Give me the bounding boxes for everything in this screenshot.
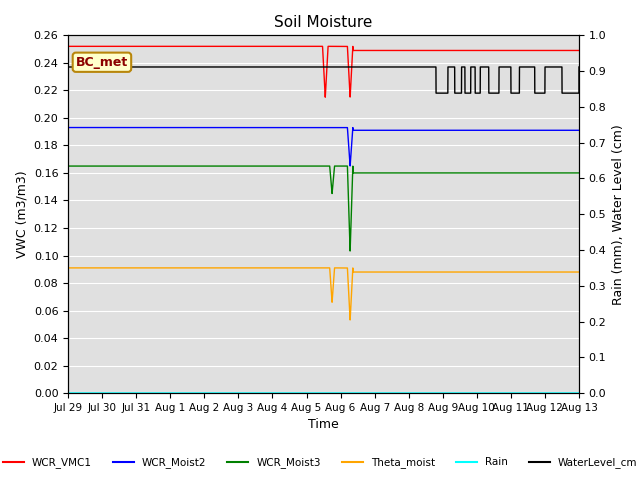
Y-axis label: VWC (m3/m3): VWC (m3/m3) [15,170,28,258]
X-axis label: Time: Time [308,419,339,432]
Legend: WCR_VMC1, WCR_Moist2, WCR_Moist3, Theta_moist, Rain, WaterLevel_cm: WCR_VMC1, WCR_Moist2, WCR_Moist3, Theta_… [0,453,640,472]
Title: Soil Moisture: Soil Moisture [275,15,372,30]
Text: BC_met: BC_met [76,56,128,69]
Y-axis label: Rain (mm), Water Level (cm): Rain (mm), Water Level (cm) [612,124,625,305]
